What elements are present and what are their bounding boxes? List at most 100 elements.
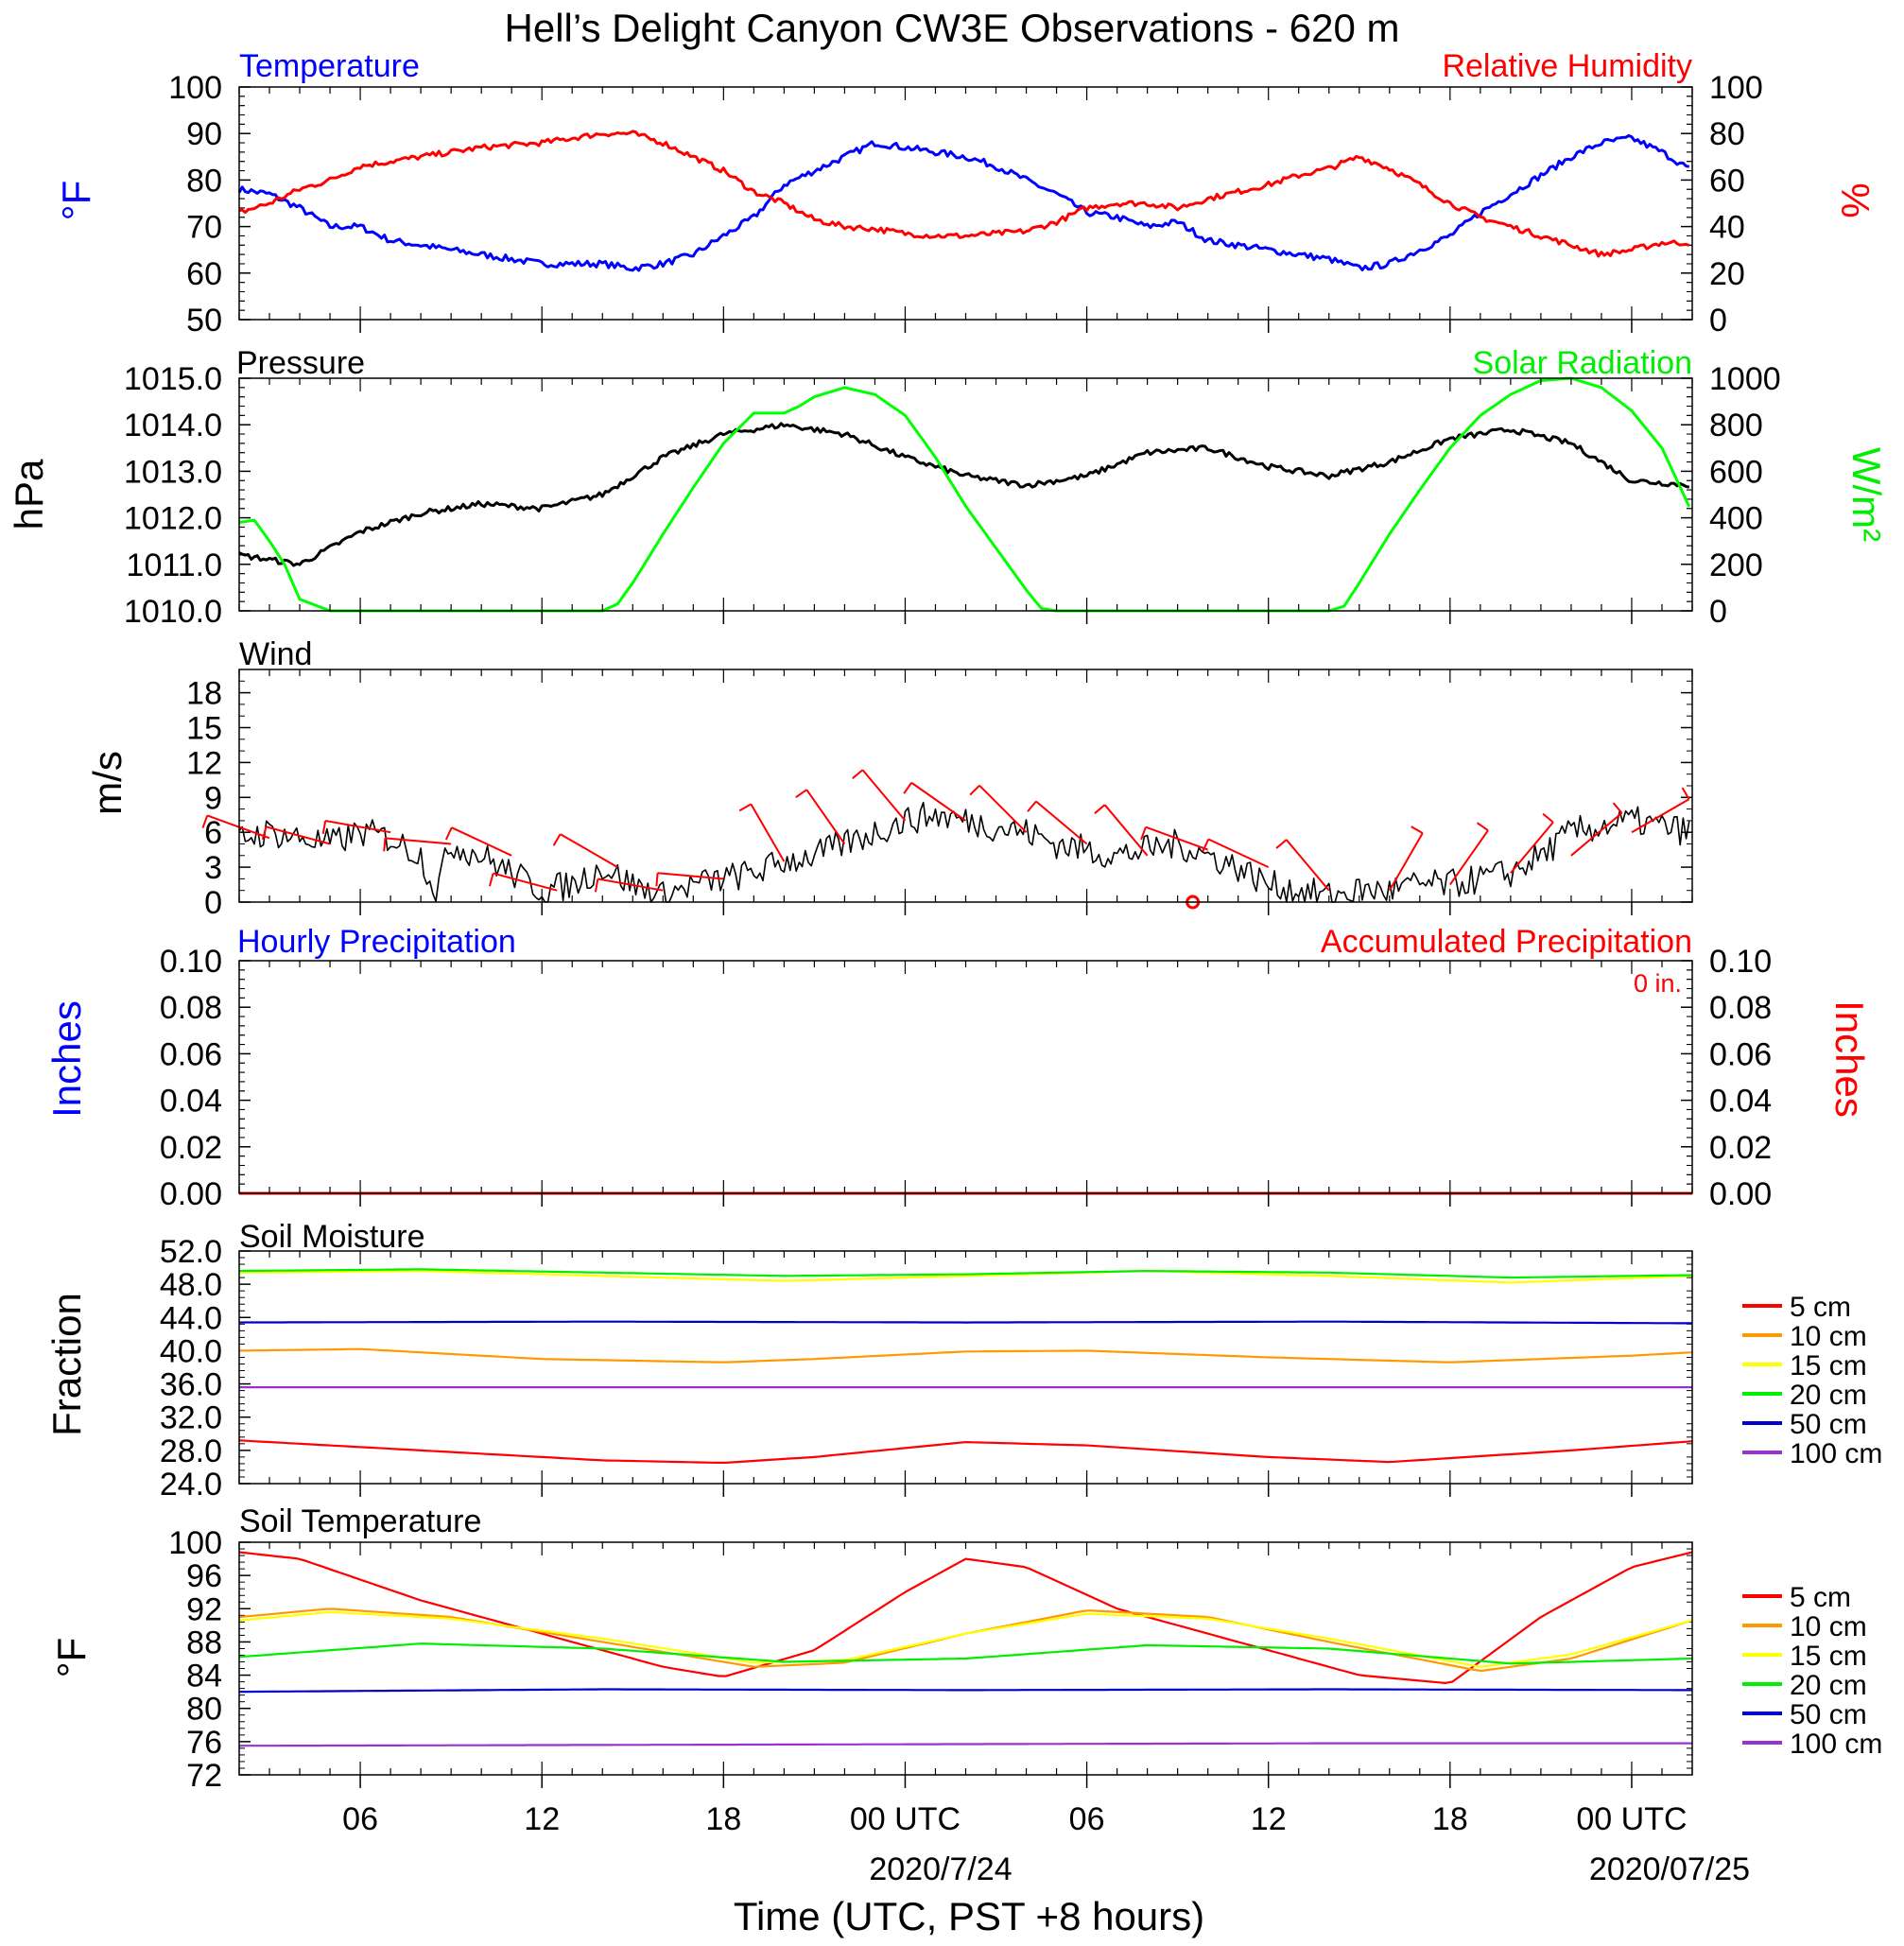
y-tick-label: 100 [168,1525,222,1561]
y-tick-label: 0.02 [1709,1130,1772,1166]
soil-moisture-frame [238,1250,1693,1485]
y-tick-label: 92 [186,1591,222,1627]
x-tick-label: 12 [524,1801,560,1837]
x-tick-label: 18 [705,1801,741,1837]
y-tick-label: 50 [186,303,222,339]
soil-moisture-lines [238,1268,1693,1465]
accum-precip-title: Accumulated Precipitation [1321,924,1692,960]
y-tick-label: 3 [204,850,222,886]
y-tick-label: 1000 [1709,361,1781,397]
y-tick-label: 80 [186,163,222,199]
y-tick-label: 0.04 [1709,1084,1772,1120]
legend-label: 20 cm [1790,1670,1867,1701]
y-tick-label: 1012.0 [124,501,222,537]
wind-barb [321,820,391,835]
y-tick-label: 0 [1709,594,1727,630]
y-tick-label: 0.10 [160,944,222,980]
rh-axis-ticks: 100 80 60 40 20 0 [239,70,1763,339]
wind-barb [201,814,270,840]
y-tick-label: 28.0 [160,1433,222,1469]
y-tick-label: 0.08 [160,990,222,1026]
soil-temp-unit: °F [49,1638,94,1677]
y-tick-label: 0.06 [160,1036,222,1072]
y-tick-label: 52.0 [160,1234,222,1270]
series-line-20-cm [238,1268,1693,1279]
wind-barb [969,784,1028,833]
hourly-precip-title: Hourly Precipitation [237,924,516,960]
accum-precip-unit: Inches [1827,1000,1872,1118]
series-line-solar-radiation [238,376,1691,613]
y-tick-label: 1015.0 [124,361,222,397]
soil-temp-lines [238,1551,1693,1747]
y-tick-label: 15 [186,711,222,747]
y-tick-label: 400 [1709,501,1763,537]
pressure-unit: hPa [7,459,51,530]
wind-barb [1275,839,1330,892]
panel-soil-moisture: Soil Moisture Fraction 52.048.044.040.03… [44,1219,1882,1503]
y-tick-label: 96 [186,1558,222,1594]
series-line-10-cm [238,1347,1693,1364]
y-tick-label: 12 [186,745,222,781]
wind-barb [1570,802,1623,857]
legend-label: 50 cm [1790,1409,1867,1440]
series-line-relative-humidity [238,130,1690,258]
pressure-solar-frame [238,377,1693,612]
x-tick-label: 00 UTC [850,1801,961,1837]
temp-rh-frame [238,86,1693,321]
y-tick-label: 1010.0 [124,594,222,630]
panel-temp-rh: Temperature Relative Humidity °F % 100 90… [54,48,1878,339]
x-axis-title: Time (UTC, PST +8 hours) [734,1894,1204,1938]
legend-label: 5 cm [1790,1292,1851,1323]
temp-axis-ticks: 100 90 80 70 60 50 [168,70,1692,339]
wind-barb [261,825,331,845]
y-tick-label: 1013.0 [124,454,222,490]
wind-barb [444,826,512,857]
y-tick-label: 70 [186,210,222,246]
wind-barb [738,803,786,862]
wind-barb [1449,822,1489,886]
y-tick-label: 72 [186,1758,222,1794]
wind-barb [903,781,967,822]
wind-barb [852,769,907,822]
y-tick-label: 18 [186,676,222,712]
wind-barbs [201,769,1690,910]
series-line-100-cm [238,1742,1692,1747]
series-line-20-cm [238,1642,1693,1665]
y-tick-label: 600 [1709,454,1763,490]
date-label-2: 2020/07/25 [1589,1851,1750,1887]
soil-moisture-unit: Fraction [44,1293,89,1436]
series-line-wind-speed [238,801,1690,903]
y-tick-label: 0.04 [160,1084,222,1120]
figure-title: Hell’s Delight Canyon CW3E Observations … [505,6,1400,50]
date-label-1: 2020/7/24 [869,1851,1012,1887]
y-tick-label: 80 [186,1692,222,1728]
soil-moisture-axis-ticks: 52.048.044.040.036.032.028.024.0 [160,1234,1692,1503]
legend-label: 5 cm [1790,1582,1851,1613]
series-line-15-cm [239,1269,1693,1284]
panel-pressure-solar: Pressure Solar Radiation hPa W/m² 1015.0… [7,345,1889,630]
y-tick-label: 1014.0 [124,408,222,443]
rh-title: Relative Humidity [1442,48,1692,84]
y-tick-label: 36.0 [160,1367,222,1403]
legend-label: 100 cm [1790,1729,1882,1760]
solar-title: Solar Radiation [1473,345,1692,381]
soil-moisture-title: Soil Moisture [239,1219,425,1255]
legend-label: 15 cm [1790,1641,1867,1672]
wind-barb [1388,825,1424,892]
y-tick-label: 40.0 [160,1333,222,1369]
series-line-temperature [237,133,1690,272]
y-tick-label: 6 [204,815,222,851]
accum-precip-axis-ticks: 0.10 0.08 0.06 0.04 0.02 0.00 [239,944,1772,1212]
y-tick-label: 20 [1709,256,1745,292]
legend-label: 15 cm [1790,1350,1867,1381]
wind-barb [383,837,452,852]
wind-barb [1631,787,1690,834]
x-tick-label: 18 [1432,1801,1468,1837]
y-tick-label: 60 [186,256,222,292]
wind-barb [1140,825,1209,851]
y-tick-label: 84 [186,1659,222,1694]
